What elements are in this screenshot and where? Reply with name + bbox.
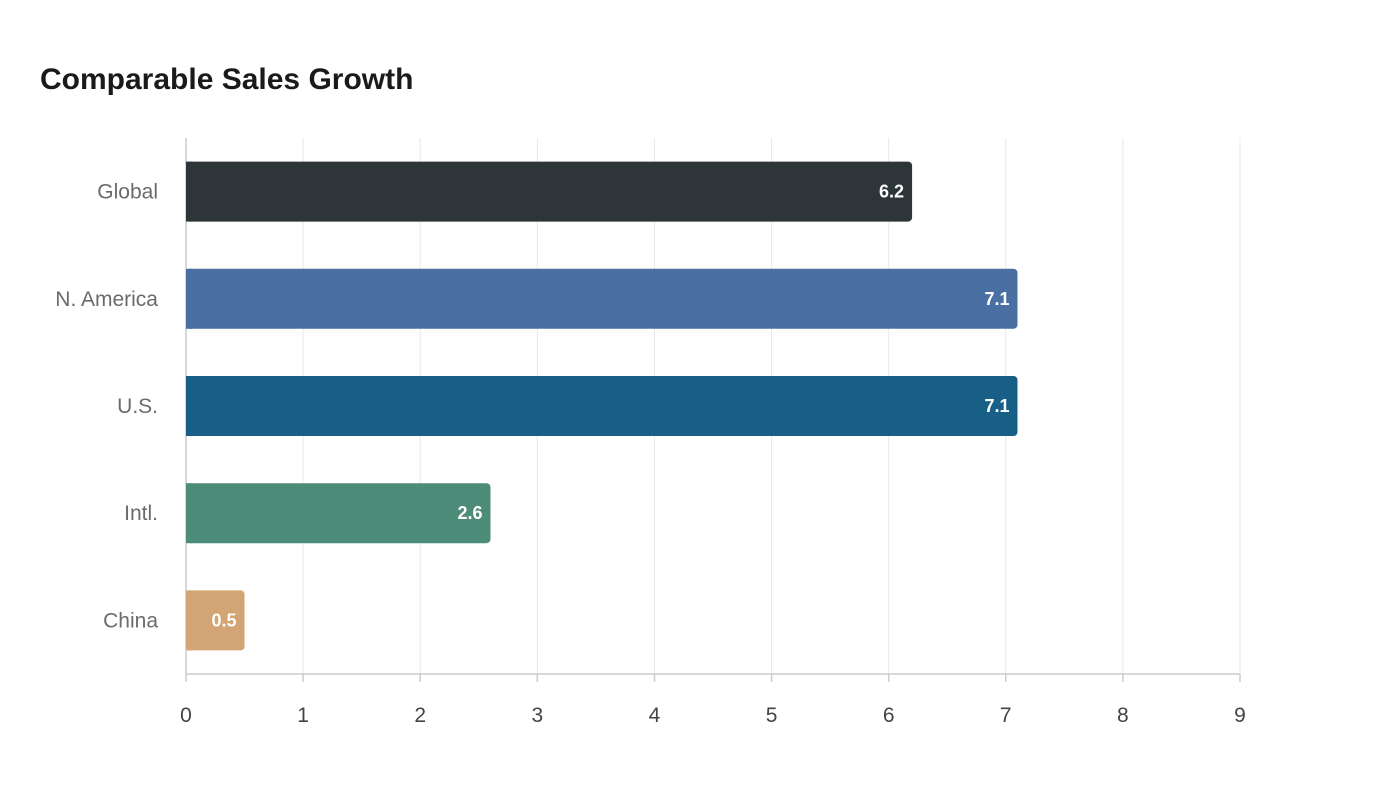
x-tick-label: 5 [766,704,778,727]
x-tick-label: 6 [883,704,895,727]
bar [186,483,491,544]
bar-left-edge [186,483,192,544]
category-label: N. America [55,288,158,311]
bar [186,161,913,222]
data-label: 2.6 [457,503,482,523]
x-tick-label: 4 [649,704,661,727]
x-tick-label: 7 [1000,704,1012,727]
data-label: 7.1 [984,396,1009,416]
category-label: Intl. [124,502,158,525]
category-label: U.S. [117,395,158,418]
x-tick-label: 8 [1117,704,1129,727]
bar [186,590,245,651]
bar [186,268,1018,329]
x-tick-label: 3 [531,704,543,727]
chart-title: Comparable Sales Growth [40,63,414,96]
bar-left-edge [186,268,192,329]
bar-left-edge [186,376,192,436]
x-tick-label: 2 [414,704,426,727]
x-tick-label: 0 [180,704,192,727]
data-label: 0.5 [212,610,237,630]
bar [186,376,1018,436]
category-label: China [103,609,158,632]
bar-left-edge [186,590,192,651]
x-tick-label: 1 [297,704,309,727]
data-label: 7.1 [984,289,1009,309]
data-label: 6.2 [879,182,904,202]
bar-left-edge [186,161,192,222]
category-label: Global [97,181,158,204]
x-tick-label: 9 [1234,704,1246,727]
